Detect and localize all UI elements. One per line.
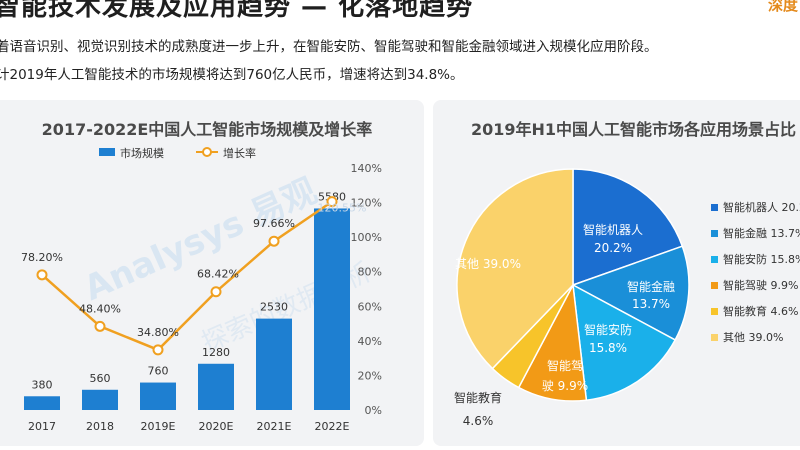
legend-bar-label: 市场规模 (120, 146, 164, 160)
pie-label-drive: 智能驾 (547, 358, 583, 373)
pie-slice (572, 168, 684, 287)
legend-bar-swatch (99, 148, 115, 156)
right-axis-tick: 20% (358, 369, 382, 382)
pie-slices (456, 168, 690, 402)
summary-line-1: 着语音识别、视觉识别技术的成熟度进一步上升，在智能安防、智能驾驶和智能金融领域进… (0, 39, 658, 55)
x-axis-labels: 2017 2018 2019E 2020E 2021E 2022E (28, 420, 350, 433)
right-axis-tick: 60% (358, 300, 382, 313)
right-axis-tick: 0% (365, 404, 382, 417)
bar-chart-title: 2017-2022E中国人工智能市场规模及增长率 (41, 120, 373, 139)
bar (24, 396, 60, 410)
growth-value-label: 68.42% (197, 268, 239, 281)
growth-point (94, 320, 106, 332)
pie-label-drive-value: 驶 9.9% (542, 378, 588, 393)
pie-legend-label: 智能安防 15.8% (723, 252, 800, 266)
pie-label-security: 智能安防 (584, 322, 632, 337)
market-size-panel: 2017-2022E中国人工智能市场规模及增长率 Analysys 易观 探索的数… (0, 100, 424, 446)
bar-series: 380560760128025305580 (24, 190, 350, 410)
pie-slice (456, 168, 574, 370)
bar-value-label: 2530 (260, 301, 288, 314)
pie-legend-label: 智能金融 13.7% (723, 226, 800, 240)
pie-label-robot-value: 20.2% (594, 241, 632, 255)
pie-label-education: 智能教育 (454, 390, 502, 405)
bar (82, 389, 118, 410)
pie-label-finance-value: 13.7% (632, 297, 670, 311)
right-axis-tick: 40% (358, 335, 382, 348)
right-axis-tick: 80% (358, 266, 382, 279)
growth-value-label: 48.40% (79, 302, 121, 315)
pie-legend-swatch (711, 204, 718, 211)
bar (140, 382, 176, 410)
right-axis-tick: 140% (351, 162, 382, 175)
pie-legend-swatch (711, 308, 718, 315)
bar-chart-legend: 市场规模 增长率 (99, 146, 256, 160)
pie-label-education-value: 4.6% (463, 414, 494, 428)
growth-point (152, 344, 164, 356)
x-axis-label: 2017 (28, 420, 56, 433)
x-axis-label: 2021E (257, 420, 292, 433)
pie-legend-swatch (711, 256, 718, 263)
application-share-panel: 2019年H1中国人工智能市场各应用场景占比 智能机器人 20.2% 智能金融 13.… (433, 100, 800, 446)
growth-point (268, 235, 280, 247)
bar (256, 318, 292, 410)
growth-point (210, 286, 222, 298)
brand-tag: 深度 (767, 0, 798, 14)
x-axis-label: 2022E (315, 420, 350, 433)
bar-value-label: 760 (148, 365, 169, 378)
bar-value-label: 560 (90, 372, 111, 385)
legend-line-label: 增长率 (223, 146, 256, 160)
growth-value-label: 34.80% (137, 326, 179, 339)
pie-chart-title: 2019年H1中国人工智能市场各应用场景占比 (471, 120, 797, 139)
growth-value-label: 120.55% (318, 202, 367, 215)
right-axis-tick: 120% (351, 197, 382, 210)
growth-value-label: 78.20% (21, 251, 63, 264)
pie-legend-swatch (711, 282, 718, 289)
growth-point (326, 196, 338, 208)
x-axis-label: 2019E (141, 420, 176, 433)
legend-line-marker (202, 147, 212, 157)
growth-point (36, 269, 48, 281)
bar (198, 363, 234, 410)
right-axis-tick: 100% (351, 231, 382, 244)
pie-legend: 智能机器人 20.2% 智能金融 13.7% 智能安防 15.8% 智能驾驶 9.9%… (711, 200, 800, 344)
pie-legend-label: 智能机器人 20.2% (723, 200, 800, 214)
pie-labels: 智能机器人 20.2% 智能金融 13.7%智能安防 15.8% 智能驾驶 9.9% 其他 … (454, 222, 675, 428)
page-headline: 智能技术发展及应用趋势 — 化落地趋势 (0, 0, 474, 22)
pie-label-other: 其他 39.0% (455, 257, 521, 271)
growth-line (41, 200, 333, 352)
pie-legend-label: 智能教育 4.6% (723, 304, 798, 318)
right-axis-ticks: 0% 20% 40% 60% 80% 100% 120% 140% (351, 162, 382, 417)
pie-label-robot: 智能机器人 (583, 222, 643, 237)
bar-value-label: 380 (32, 378, 53, 391)
pie-slice (572, 283, 677, 402)
pie-legend-label: 其他 39.0% (723, 331, 783, 344)
pie-label-finance: 智能金融 (627, 279, 675, 294)
growth-line-series: 78.20% 48.40% 34.80% 68.42% 97.66% 120.55% (21, 196, 367, 356)
pie-slice (571, 245, 690, 341)
pie-legend-label: 智能驾驶 9.9% (723, 278, 798, 292)
summary-line-2: 计2019年人工智能技术的市场规模将达到760亿人民币，增速将达到34.8%。 (0, 67, 464, 83)
pie-legend-swatch (711, 230, 718, 237)
bar (314, 208, 350, 410)
pie-legend-swatch (711, 334, 718, 341)
pie-label-security-value: 15.8% (589, 341, 627, 355)
x-axis-label: 2018 (86, 420, 114, 433)
growth-value-label: 97.66% (253, 217, 295, 230)
watermark-text: Analysys 易观 (78, 171, 322, 309)
x-axis-label: 2020E (199, 420, 234, 433)
bar-value-label: 1280 (202, 346, 230, 359)
